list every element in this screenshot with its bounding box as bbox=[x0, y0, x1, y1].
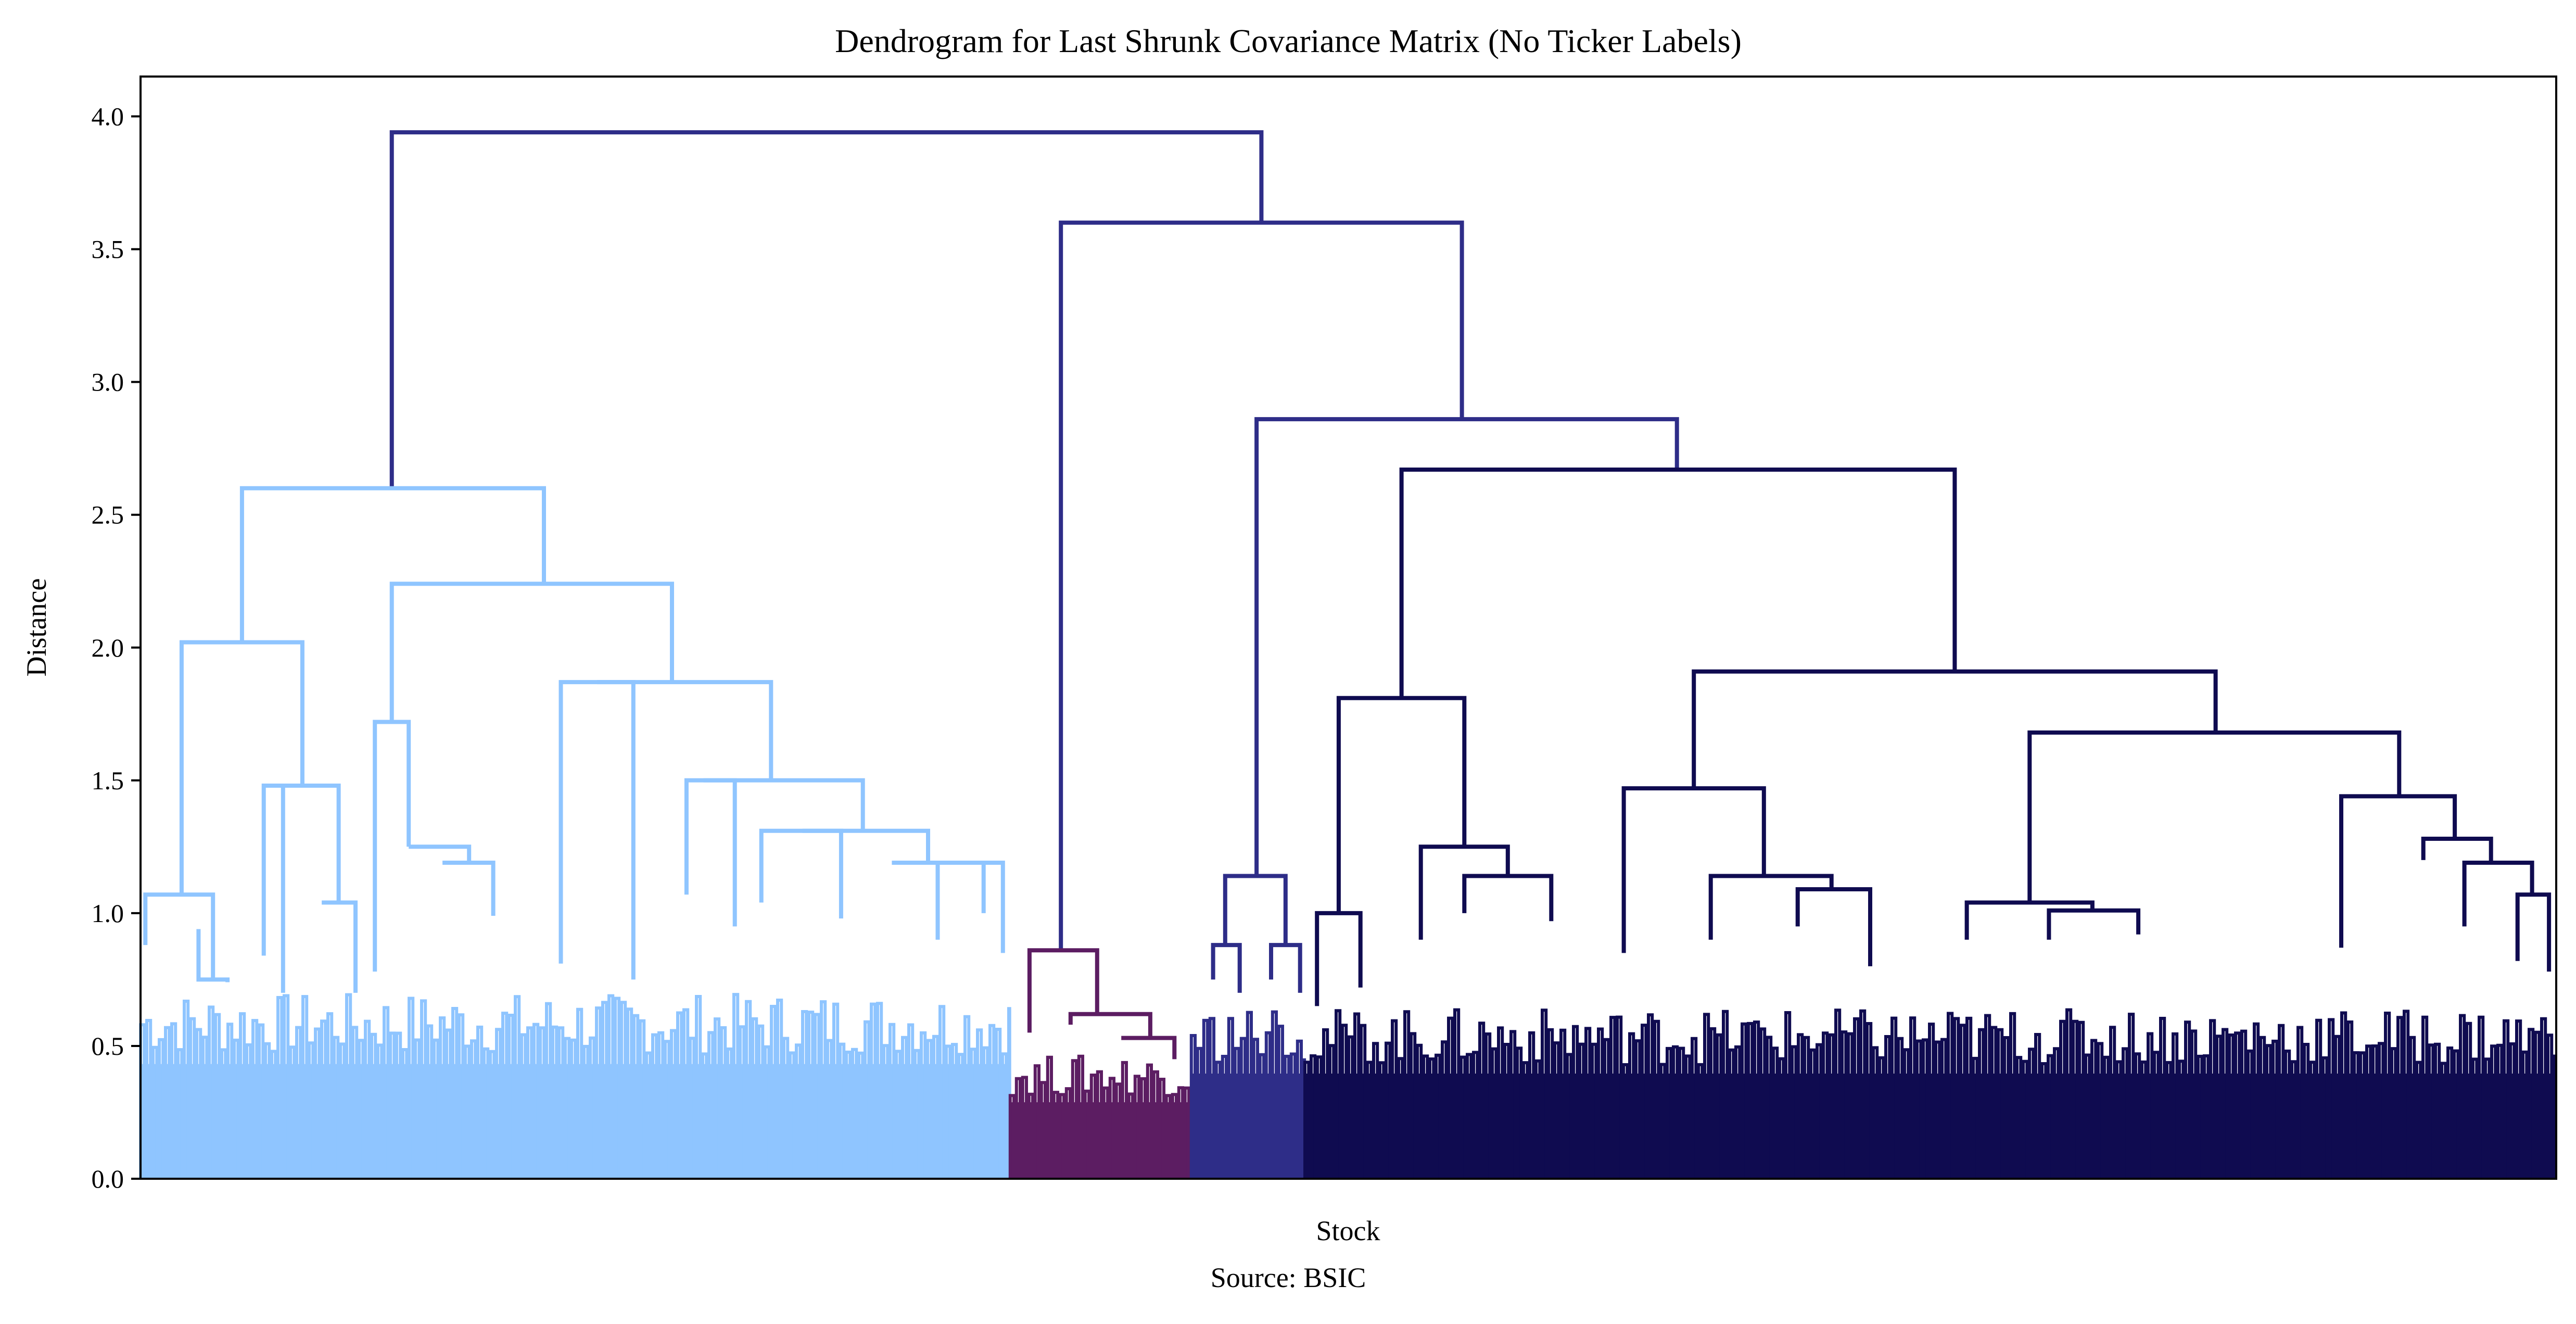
dendrogram-links bbox=[143, 130, 2552, 1060]
dendrogram-link bbox=[196, 929, 230, 982]
cluster-1 bbox=[139, 993, 1011, 1179]
cluster-leaf-links bbox=[139, 993, 1011, 1179]
cluster-leaf-links bbox=[1008, 1054, 1190, 1179]
dendrogram-link bbox=[1269, 943, 1302, 993]
dendrogram-link bbox=[597, 680, 773, 780]
dendrogram-link bbox=[1336, 696, 1467, 913]
dendrogram-link bbox=[1621, 786, 1766, 953]
y-tick-label: 3.0 bbox=[92, 368, 124, 397]
cluster-3 bbox=[1189, 1010, 1306, 1179]
x-axis-label: Stock bbox=[1316, 1215, 1380, 1246]
dendrogram-link bbox=[2339, 794, 2457, 948]
dendrogram-link bbox=[239, 486, 546, 642]
dendrogram-link bbox=[1462, 874, 1554, 922]
dendrogram-link bbox=[1068, 1012, 1152, 1038]
dendrogram-link bbox=[559, 680, 636, 980]
dendrogram-link bbox=[2515, 892, 2552, 972]
dendrogram-link bbox=[1795, 887, 1872, 966]
source-note: Source: BSIC bbox=[1211, 1262, 1366, 1293]
dendrogram-link bbox=[389, 130, 1264, 488]
dendrogram-link bbox=[409, 844, 472, 863]
dendrogram-link bbox=[1121, 1036, 1177, 1060]
dendrogram-link bbox=[1418, 844, 1510, 940]
cluster-4 bbox=[1303, 1008, 2557, 1179]
dendrogram-link bbox=[802, 828, 930, 863]
dendrogram-link bbox=[759, 828, 843, 919]
dendrogram-link bbox=[1254, 417, 1679, 876]
plot-frame bbox=[139, 75, 2557, 1180]
dendrogram-link bbox=[373, 720, 411, 972]
dendrogram-link bbox=[1964, 900, 2095, 940]
y-tick-label: 1.5 bbox=[92, 766, 124, 795]
y-tick-label: 0.0 bbox=[92, 1164, 124, 1193]
dendrogram-link bbox=[684, 778, 737, 927]
dendrogram-link bbox=[273, 784, 341, 903]
dendrogram-link bbox=[1708, 874, 1834, 940]
chart-title: Dendrogram for Last Shrunk Covariance Ma… bbox=[835, 22, 1742, 59]
dendrogram-link bbox=[2421, 837, 2493, 863]
dendrogram-link bbox=[179, 640, 304, 895]
dendrogram-link bbox=[2027, 730, 2402, 903]
dendrogram-link bbox=[703, 778, 865, 831]
dendrogram-link bbox=[322, 900, 358, 993]
y-tick-label: 3.5 bbox=[92, 235, 124, 264]
dendrogram-link bbox=[1059, 220, 1464, 951]
y-tick-label: 2.0 bbox=[92, 633, 124, 662]
dendrogram-link bbox=[1211, 943, 1242, 993]
cluster-2 bbox=[1008, 1054, 1191, 1179]
y-tick-label: 4.0 bbox=[92, 102, 124, 131]
dendrogram-link bbox=[1223, 874, 1288, 945]
y-tick-label: 0.5 bbox=[92, 1031, 124, 1061]
dendrogram-link bbox=[389, 582, 674, 722]
cluster-leaf-links bbox=[1303, 1008, 2557, 1179]
dendrogram-link bbox=[143, 892, 215, 980]
dendrogram-link bbox=[442, 861, 496, 916]
y-axis-ticks: 0.0 0.5 1.0 1.5 2.0 2.5 3.0 3.5 4.0 bbox=[92, 102, 141, 1193]
dendrogram-link bbox=[2462, 861, 2534, 927]
dendrogram-link bbox=[261, 784, 285, 993]
y-tick-label: 1.0 bbox=[92, 899, 124, 928]
y-tick-label: 2.5 bbox=[92, 500, 124, 529]
leaf-clusters bbox=[139, 993, 2557, 1179]
dendrogram-link bbox=[935, 861, 1005, 953]
dendrogram-link bbox=[1027, 948, 1099, 1033]
cluster-leaf-links bbox=[1189, 1010, 1306, 1179]
dendrogram-link bbox=[1692, 669, 2218, 789]
y-axis-label: Distance bbox=[21, 578, 52, 677]
dendrogram-link bbox=[2047, 908, 2141, 940]
dendrogram-link bbox=[1315, 911, 1363, 1006]
dendrogram-link bbox=[1399, 468, 1957, 698]
